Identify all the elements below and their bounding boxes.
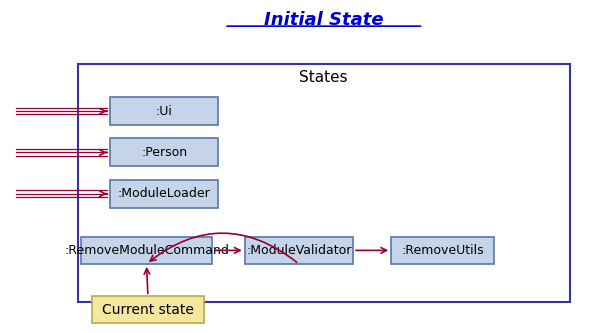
Bar bbox=[391, 237, 494, 264]
Text: Initial State: Initial State bbox=[264, 11, 383, 29]
Bar bbox=[110, 97, 219, 125]
Bar bbox=[92, 296, 204, 323]
Text: :RemoveModuleCommand: :RemoveModuleCommand bbox=[64, 244, 229, 257]
Bar bbox=[78, 64, 570, 302]
Text: States: States bbox=[299, 70, 348, 85]
Bar bbox=[110, 180, 219, 208]
Text: :ModuleValidator: :ModuleValidator bbox=[246, 244, 352, 257]
Text: :Ui: :Ui bbox=[155, 105, 173, 118]
Text: :RemoveUtils: :RemoveUtils bbox=[401, 244, 484, 257]
Bar bbox=[81, 237, 213, 264]
Bar bbox=[110, 139, 219, 166]
Text: :ModuleLoader: :ModuleLoader bbox=[118, 187, 210, 200]
Text: :Person: :Person bbox=[141, 146, 187, 159]
Bar bbox=[244, 237, 353, 264]
Text: Current state: Current state bbox=[102, 303, 194, 317]
